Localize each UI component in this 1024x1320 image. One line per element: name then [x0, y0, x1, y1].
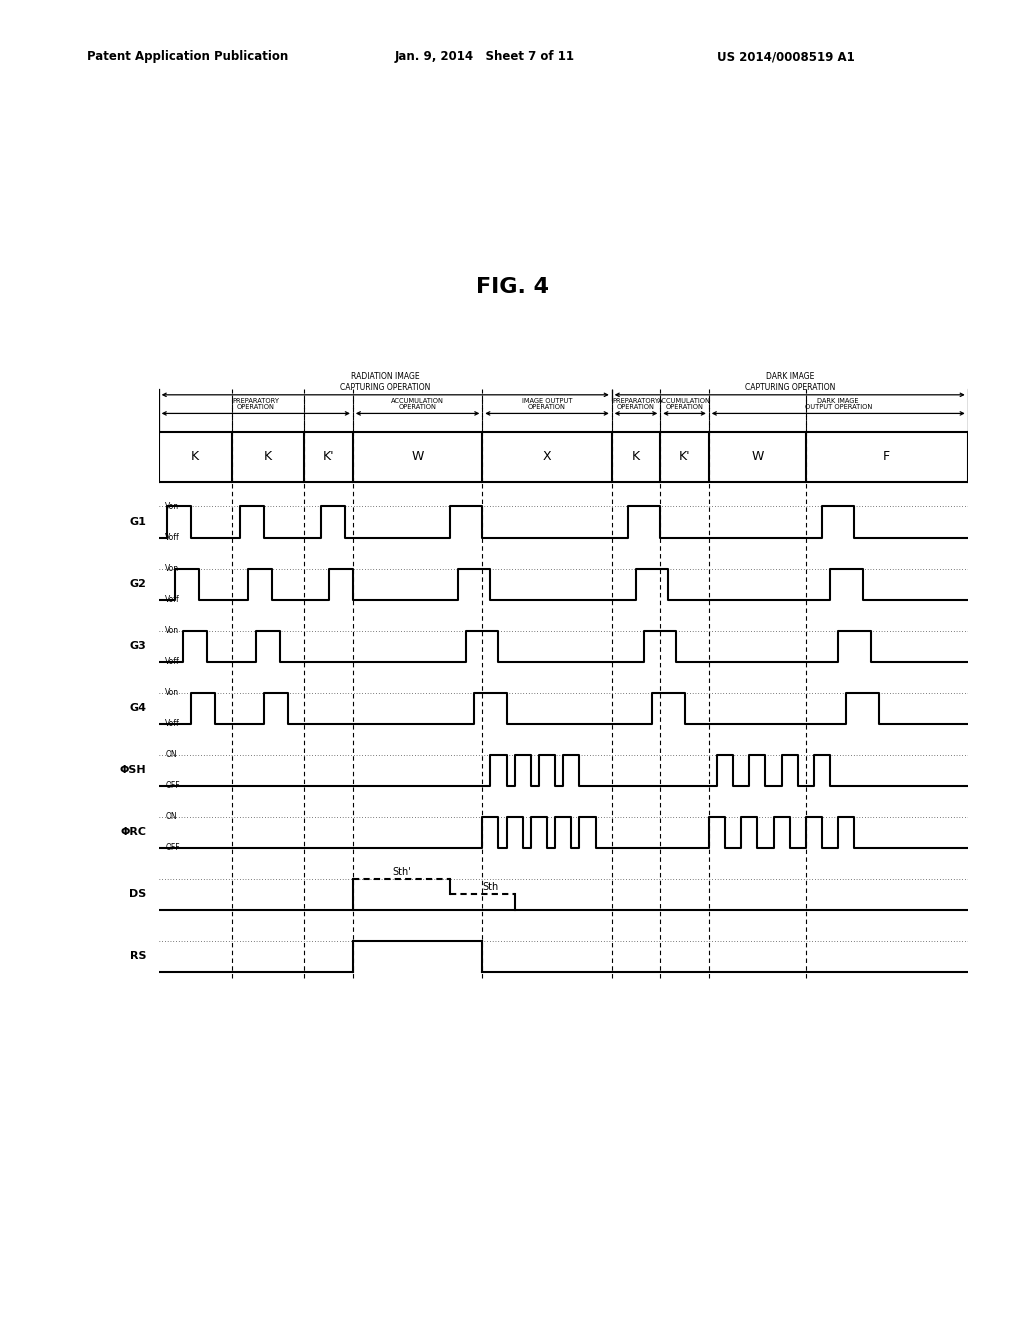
Text: Patent Application Publication: Patent Application Publication [87, 50, 289, 63]
Text: Von: Von [165, 688, 179, 697]
Text: ACCUMULATION
OPERATION: ACCUMULATION OPERATION [391, 397, 444, 411]
Text: ON: ON [165, 750, 177, 759]
Text: ΦSH: ΦSH [120, 766, 146, 775]
Text: G4: G4 [130, 704, 146, 713]
Text: G2: G2 [130, 579, 146, 589]
Text: Voff: Voff [165, 719, 180, 729]
Text: X: X [543, 450, 551, 463]
Text: IMAGE OUTPUT
OPERATION: IMAGE OUTPUT OPERATION [522, 397, 572, 411]
Text: OFF: OFF [165, 781, 180, 791]
Text: W: W [412, 450, 424, 463]
Text: Von: Von [165, 564, 179, 573]
Text: RS: RS [130, 952, 146, 961]
Text: W: W [752, 450, 764, 463]
Text: Sth': Sth' [392, 867, 411, 876]
Text: F: F [884, 450, 890, 463]
Text: PREPARATORY
OPERATION: PREPARATORY OPERATION [612, 397, 659, 411]
Text: PREPARATORY
OPERATION: PREPARATORY OPERATION [232, 397, 280, 411]
Text: K': K' [679, 450, 690, 463]
Text: Voff: Voff [165, 657, 180, 667]
Text: K: K [632, 450, 640, 463]
Text: G1: G1 [130, 517, 146, 527]
Text: K: K [264, 450, 272, 463]
Text: DS: DS [129, 890, 146, 899]
Text: K: K [191, 450, 200, 463]
Text: G3: G3 [130, 642, 146, 651]
Text: Sth: Sth [482, 882, 499, 892]
Text: DARK IMAGE
CAPTURING OPERATION: DARK IMAGE CAPTURING OPERATION [744, 372, 835, 392]
Text: Voff: Voff [165, 595, 180, 605]
Text: ACCUMULATION
OPERATION: ACCUMULATION OPERATION [658, 397, 711, 411]
Text: ON: ON [165, 812, 177, 821]
Text: K': K' [323, 450, 335, 463]
Text: DARK IMAGE
OUTPUT OPERATION: DARK IMAGE OUTPUT OPERATION [805, 397, 871, 411]
Text: ΦRC: ΦRC [121, 828, 146, 837]
Text: Voff: Voff [165, 533, 180, 543]
Text: RADIATION IMAGE
CAPTURING OPERATION: RADIATION IMAGE CAPTURING OPERATION [340, 372, 430, 392]
Text: US 2014/0008519 A1: US 2014/0008519 A1 [717, 50, 855, 63]
Text: OFF: OFF [165, 843, 180, 853]
Text: Von: Von [165, 502, 179, 511]
Text: Jan. 9, 2014   Sheet 7 of 11: Jan. 9, 2014 Sheet 7 of 11 [394, 50, 574, 63]
Text: FIG. 4: FIG. 4 [475, 277, 549, 297]
Text: Von: Von [165, 626, 179, 635]
